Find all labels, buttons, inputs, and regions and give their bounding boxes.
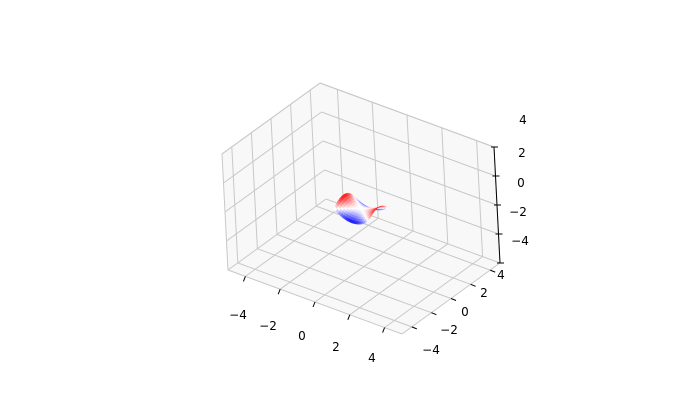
y-tick-label-4: 4 xyxy=(497,268,505,282)
surface-plot xyxy=(333,192,389,225)
edge-left-z xyxy=(221,153,229,271)
z-tick-label-2: 0 xyxy=(517,176,525,190)
y-tick-mark-4 xyxy=(490,269,496,273)
floor-grid-x-3 xyxy=(349,243,449,316)
x-tick-mark-3 xyxy=(347,314,351,320)
left-grid-z-2 xyxy=(224,140,324,213)
floor-grid-y-3 xyxy=(296,219,471,285)
z-tick-label-1: −2 xyxy=(509,205,527,219)
back-grid-z-2 xyxy=(322,140,498,206)
x-tick-label-1: −2 xyxy=(259,319,277,333)
y-tick-label-1: −2 xyxy=(440,323,458,337)
left-grid-z-3 xyxy=(223,111,322,184)
y-tick-mark-1 xyxy=(431,312,437,316)
y-tick-label-3: 2 xyxy=(480,286,488,300)
x-tick-mark-4 xyxy=(382,327,386,333)
axes-lines xyxy=(242,146,504,333)
x-tick-label-2: 0 xyxy=(298,329,306,343)
edge-top-x xyxy=(319,82,495,148)
back-grid-z-3 xyxy=(321,111,496,177)
x-tick-mark-0 xyxy=(242,276,246,282)
y-tick-mark-0 xyxy=(411,326,417,330)
back-grid-x-3 xyxy=(441,127,449,244)
x-tick-label-0: −4 xyxy=(229,308,247,322)
y-tick-mark-3 xyxy=(470,283,476,287)
x-tick-label-3: 2 xyxy=(332,340,340,354)
y-tick-mark-2 xyxy=(450,298,457,301)
x-tick-mark-1 xyxy=(277,289,281,295)
floor-grid-y-2 xyxy=(276,234,452,299)
back-grid-x-4 xyxy=(476,140,484,257)
z-tick-label-4: 4 xyxy=(519,113,527,127)
x-tick-mark-2 xyxy=(312,301,316,308)
x-axis-ticks: −4 −2 0 2 4 xyxy=(229,308,376,365)
x-tick-label-4: 4 xyxy=(368,351,376,365)
y-axis-ticks: −4 −2 0 2 4 xyxy=(422,268,505,357)
edge-top-y xyxy=(221,82,321,155)
left-grid-y-4 xyxy=(309,90,317,207)
left-grid-y-3 xyxy=(290,104,298,221)
floor-grid-x-4 xyxy=(384,256,483,329)
z-tick-label-0: −4 xyxy=(511,234,529,248)
z-axis-ticks: −4 −2 0 2 4 xyxy=(509,113,529,248)
surface-patch-15-0 xyxy=(366,219,371,224)
y-tick-label-0: −4 xyxy=(422,343,440,357)
y-tick-label-2: 0 xyxy=(461,305,469,319)
z-tick-label-3: 2 xyxy=(518,146,526,160)
